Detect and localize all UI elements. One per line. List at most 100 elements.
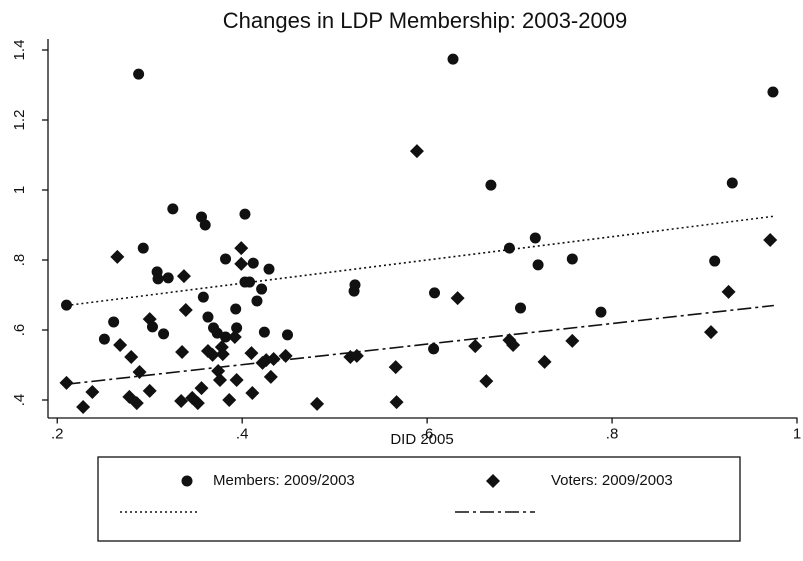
y-tick-label: 1.2 [11,110,28,131]
point [133,68,145,80]
point [229,373,244,388]
point [310,396,325,411]
legend-label: Voters: 2009/2003 [551,472,673,489]
point [212,373,227,388]
point [468,339,483,354]
point [220,331,232,343]
point [247,257,259,269]
point [211,327,223,339]
legend-marker [486,474,500,488]
point [450,291,465,306]
point [388,360,403,375]
point [194,381,209,396]
point [506,338,521,353]
point [234,241,249,256]
point [175,345,190,360]
legend-label: Members: 2009/2003 [213,472,355,489]
point [503,242,515,254]
point [152,273,164,285]
point [709,255,721,267]
point [428,343,440,355]
point [447,53,459,65]
point [349,348,364,363]
y-tick-label: .6 [11,324,28,337]
point [234,256,249,271]
point [258,326,270,338]
point [76,400,91,414]
point [263,369,278,384]
x-tick-label: .6 [421,425,434,442]
point [215,347,230,362]
point [239,208,251,220]
x-tick-label: .8 [606,425,619,442]
point [266,352,281,367]
point [566,253,578,265]
point [515,302,527,314]
point [176,269,191,284]
point [132,365,147,379]
point [704,325,719,340]
point [479,374,494,389]
point [178,303,193,318]
point [211,363,226,378]
point [190,396,205,411]
x-tick-label: 1 [793,425,801,442]
point [231,322,243,334]
point [349,279,361,291]
point [60,299,72,311]
point [278,348,293,363]
point [256,283,268,295]
point [230,303,242,315]
point [429,287,441,299]
point [129,396,144,411]
point [110,249,125,264]
point [124,349,139,364]
chart-title: Changes in LDP Membership: 2003-2009 [223,8,627,33]
point [220,253,232,265]
fit-line [66,304,774,386]
y-tick-label: 1 [11,186,28,194]
legend-marker [181,475,193,487]
point [244,346,259,361]
point [197,291,209,303]
point [98,333,110,345]
point [726,177,738,189]
point [409,144,424,159]
point [537,354,552,369]
point [565,333,580,348]
point [167,203,179,215]
point [202,311,214,323]
point [595,306,607,318]
fit-line [66,215,774,307]
point [59,375,74,390]
point [108,316,120,328]
point [251,295,263,307]
point [174,394,189,409]
point [222,393,237,407]
point [263,263,275,275]
y-tick-label: 1.4 [11,40,28,61]
point [245,386,260,400]
point [158,328,170,340]
point [113,338,128,353]
point [281,329,293,341]
point [763,233,778,248]
x-axis-label: DID 2005 [390,431,453,448]
point [137,242,149,254]
x-tick-label: .2 [51,425,64,442]
point [205,347,220,362]
point [529,232,541,244]
point [485,179,497,191]
y-tick-label: .8 [11,254,28,267]
point [227,330,242,344]
x-tick-label: .4 [236,425,249,442]
point [142,312,157,327]
y-tick-label: .4 [11,394,28,407]
point [244,276,256,288]
point [532,259,544,271]
legend-box [97,456,741,542]
point [767,86,779,98]
point [199,219,211,231]
point [389,395,404,410]
